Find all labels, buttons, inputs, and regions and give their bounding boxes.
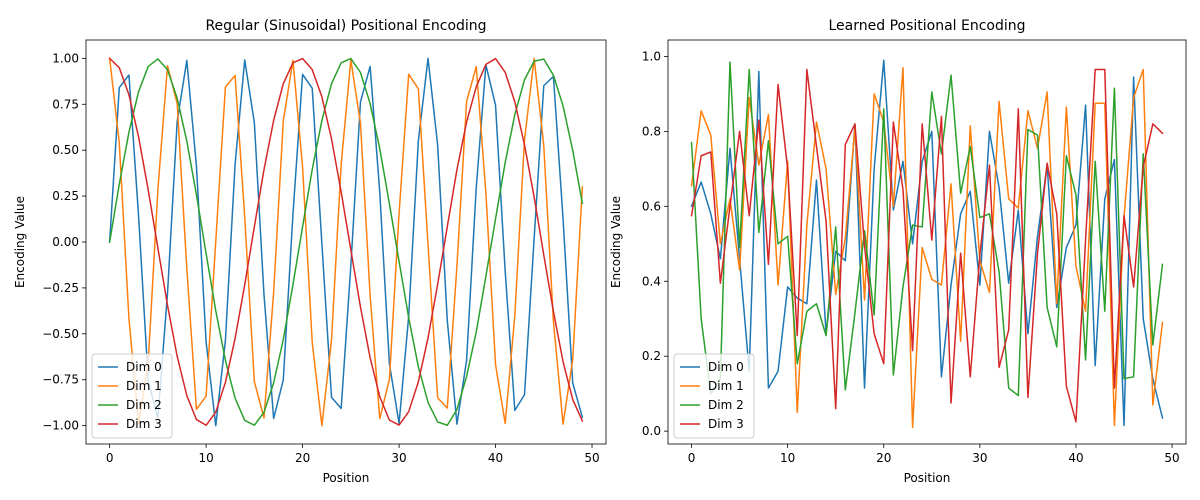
y-tick-label: 0.4	[642, 274, 661, 288]
legend-label: Dim 2	[126, 398, 162, 412]
legend: Dim 0 Dim 1 Dim 2 Dim 3	[673, 353, 755, 439]
y-tick-label: 0.2	[642, 349, 661, 363]
series-line-dim-1	[108, 57, 584, 427]
x-tick-label: 50	[1164, 451, 1179, 465]
legend: Dim 0 Dim 1 Dim 2 Dim 3	[91, 353, 173, 439]
series-line-dim-0	[108, 57, 584, 427]
y-tick-label: 0.50	[52, 143, 79, 157]
x-tick-label: 10	[780, 451, 795, 465]
y-tick-label: −0.75	[42, 373, 79, 387]
y-tick-label: 0.75	[52, 97, 79, 111]
legend-label: Dim 0	[126, 360, 162, 374]
legend-label: Dim 3	[708, 417, 744, 431]
y-tick-label: 0.00	[52, 235, 79, 249]
x-tick-label: 40	[488, 451, 503, 465]
chart-title: Regular (Sinusoidal) Positional Encoding	[205, 18, 486, 34]
series-line-dim-3	[690, 68, 1164, 423]
y-tick-label: 0.25	[52, 189, 79, 203]
y-tick-label: 1.0	[642, 49, 661, 63]
y-tick-label: 0.8	[642, 124, 661, 138]
sinusoidal-chart-panel: 0 10 20 30 40 50 −1.00 −0.75 −0.50 −0.25 0.00 0.25 0…	[13, 18, 607, 485]
learned-chart-panel: 0 10 20 30 40 50 0.0 0.2 0.4 0.6 0.8 1.0 Learned Pos…	[609, 18, 1187, 485]
series-line-dim-0	[690, 59, 1164, 427]
series-line-dim-2	[108, 57, 584, 427]
y-axis-label: Encoding Value	[13, 196, 27, 288]
series-line-dim-3	[108, 57, 584, 427]
legend-label: Dim 3	[126, 417, 162, 431]
x-tick-label: 10	[198, 451, 213, 465]
x-tick-label: 20	[295, 451, 310, 465]
y-tick-label: 0.0	[642, 424, 661, 438]
chart-title: Learned Positional Encoding	[828, 18, 1025, 34]
y-tick-label: 1.00	[52, 51, 79, 65]
x-axis-label: Position	[323, 471, 370, 485]
x-tick-label: 0	[688, 451, 696, 465]
x-tick-label: 50	[584, 451, 599, 465]
legend-label: Dim 1	[126, 379, 162, 393]
x-axis-label: Position	[904, 471, 951, 485]
y-tick-label: −1.00	[42, 419, 79, 433]
series-lines	[690, 59, 1164, 429]
axes-frame	[667, 39, 1187, 445]
legend-box	[91, 353, 173, 439]
y-tick-label: 0.6	[642, 199, 661, 213]
legend-label: Dim 2	[708, 398, 744, 412]
x-tick-label: 30	[972, 451, 987, 465]
y-tick-label: −0.50	[42, 327, 79, 341]
series-line-dim-1	[690, 66, 1164, 429]
x-tick-label: 20	[876, 451, 891, 465]
legend-label: Dim 1	[708, 379, 744, 393]
series-lines	[108, 57, 584, 427]
series-line-dim-2	[690, 61, 1164, 397]
y-axis-label: Encoding Value	[609, 196, 623, 288]
x-tick-label: 40	[1068, 451, 1083, 465]
x-tick-label: 30	[391, 451, 406, 465]
legend-label: Dim 0	[708, 360, 744, 374]
y-tick-label: −0.25	[42, 281, 79, 295]
x-tick-label: 0	[106, 451, 114, 465]
legend-box	[673, 353, 755, 439]
